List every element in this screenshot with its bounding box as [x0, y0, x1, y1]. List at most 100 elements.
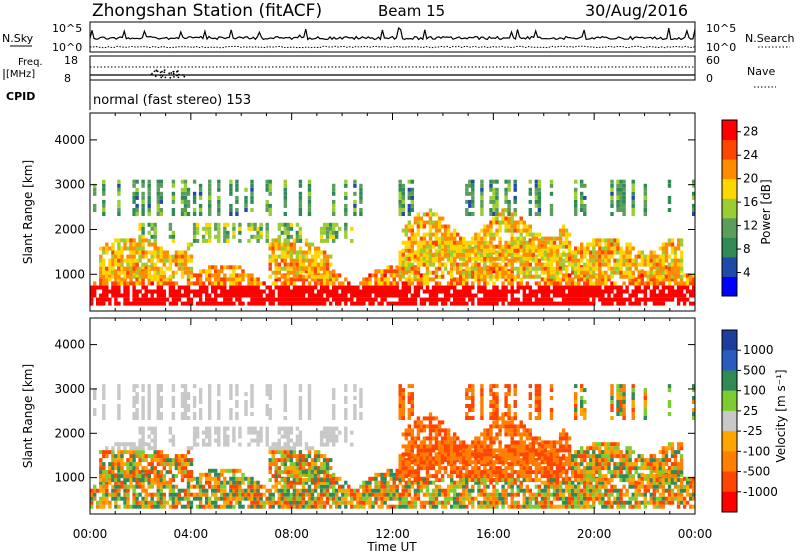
velocity-cell: [192, 492, 197, 497]
power-cell: [540, 254, 545, 259]
power-cell: [159, 208, 163, 212]
velocity-cell: [353, 492, 357, 497]
power-cell: [673, 266, 678, 271]
nsky-top-tick: 10^5: [52, 22, 82, 35]
power-cell: [304, 242, 309, 247]
power-cell: [462, 270, 466, 275]
power-cell: [338, 293, 342, 298]
velocity-cell: [295, 474, 300, 479]
power-cell: [217, 293, 221, 298]
velocity-cell: [386, 484, 390, 489]
power-cell: [631, 212, 635, 216]
power-cell: [123, 289, 127, 294]
power-cell: [431, 289, 436, 294]
power-cell: [298, 266, 303, 271]
power-cell: [607, 289, 611, 294]
power-cell: [486, 228, 490, 233]
power-cell: [564, 277, 569, 282]
power-cell: [510, 277, 514, 282]
power-cell: [501, 270, 505, 275]
power-cell: [480, 203, 484, 208]
power-cell: [586, 242, 590, 247]
velocity-cell: [322, 478, 327, 483]
velocity-cell: [132, 416, 136, 420]
power-cell: [577, 270, 581, 275]
velocity-cell: [319, 504, 324, 509]
velocity-cell: [223, 504, 227, 509]
power-cell: [238, 273, 242, 278]
velocity-cell: [171, 434, 176, 439]
power-cell: [147, 187, 151, 192]
velocity-cell: [162, 484, 166, 489]
velocity-cell: [201, 504, 206, 509]
power-cell: [322, 285, 327, 290]
power-cell: [368, 297, 372, 302]
power-cell: [153, 274, 157, 279]
power-cell: [468, 266, 472, 271]
power-cell: [422, 297, 427, 302]
velocity-cell: [208, 468, 212, 473]
velocity-cell: [238, 500, 242, 505]
power-cell: [459, 262, 463, 267]
power-cell: [198, 293, 203, 298]
power-cell: [552, 252, 557, 257]
power-cell: [610, 187, 614, 192]
velocity-cell: [123, 480, 127, 485]
power-cell: [208, 208, 212, 212]
velocity-cell: [117, 478, 121, 483]
power-cell: [456, 297, 460, 302]
power-cell: [253, 222, 257, 227]
power-cell: [425, 240, 430, 245]
velocity-cell: [208, 480, 212, 485]
power-cell: [692, 289, 696, 294]
power-cell: [262, 301, 266, 306]
power-cell: [673, 293, 678, 298]
velocity-cell: [265, 384, 269, 389]
velocity-cell: [214, 480, 218, 485]
power-cell: [655, 270, 660, 275]
power-cell: [443, 244, 448, 249]
power-cell: [195, 222, 200, 227]
power-cell: [174, 270, 179, 275]
power-cell: [443, 293, 448, 298]
power-cell: [574, 258, 578, 263]
velocity-cell: [147, 484, 151, 489]
power-cell: [138, 266, 142, 271]
power-cell: [410, 262, 414, 267]
power-cell: [495, 212, 499, 216]
velocity-cell: [156, 480, 160, 485]
power-cell: [117, 254, 121, 259]
power-cell: [534, 281, 539, 286]
power-cell: [126, 262, 130, 267]
velocity-cell: [141, 500, 145, 505]
power-cell: [552, 248, 557, 253]
power-cell: [534, 262, 539, 267]
velocity-cell: [102, 392, 106, 397]
power-cell: [344, 293, 348, 298]
power-cell: [471, 301, 475, 306]
power-cell: [298, 270, 303, 275]
velocity-cell: [347, 488, 351, 493]
power-cell: [102, 203, 106, 208]
power-cell: [289, 277, 294, 282]
power-cell: [616, 208, 620, 212]
power-cell: [332, 281, 336, 286]
velocity-cell: [147, 384, 151, 389]
power-cell: [462, 277, 466, 282]
power-cell: [595, 254, 599, 259]
velocity-cell: [220, 468, 224, 473]
velocity-cell: [177, 466, 182, 471]
power-cell: [404, 301, 408, 306]
power-cell: [407, 266, 411, 271]
velocity-cell: [307, 400, 312, 404]
power-cell: [646, 274, 650, 279]
power-cell: [310, 270, 315, 275]
power-cell: [205, 230, 209, 235]
power-cell: [652, 301, 657, 306]
power-cell: [495, 277, 499, 282]
power-cell: [307, 179, 312, 184]
power-cell: [117, 208, 121, 212]
velocity-cell: [177, 458, 182, 463]
velocity-cell: [298, 454, 303, 459]
velocity-cell: [159, 504, 163, 509]
